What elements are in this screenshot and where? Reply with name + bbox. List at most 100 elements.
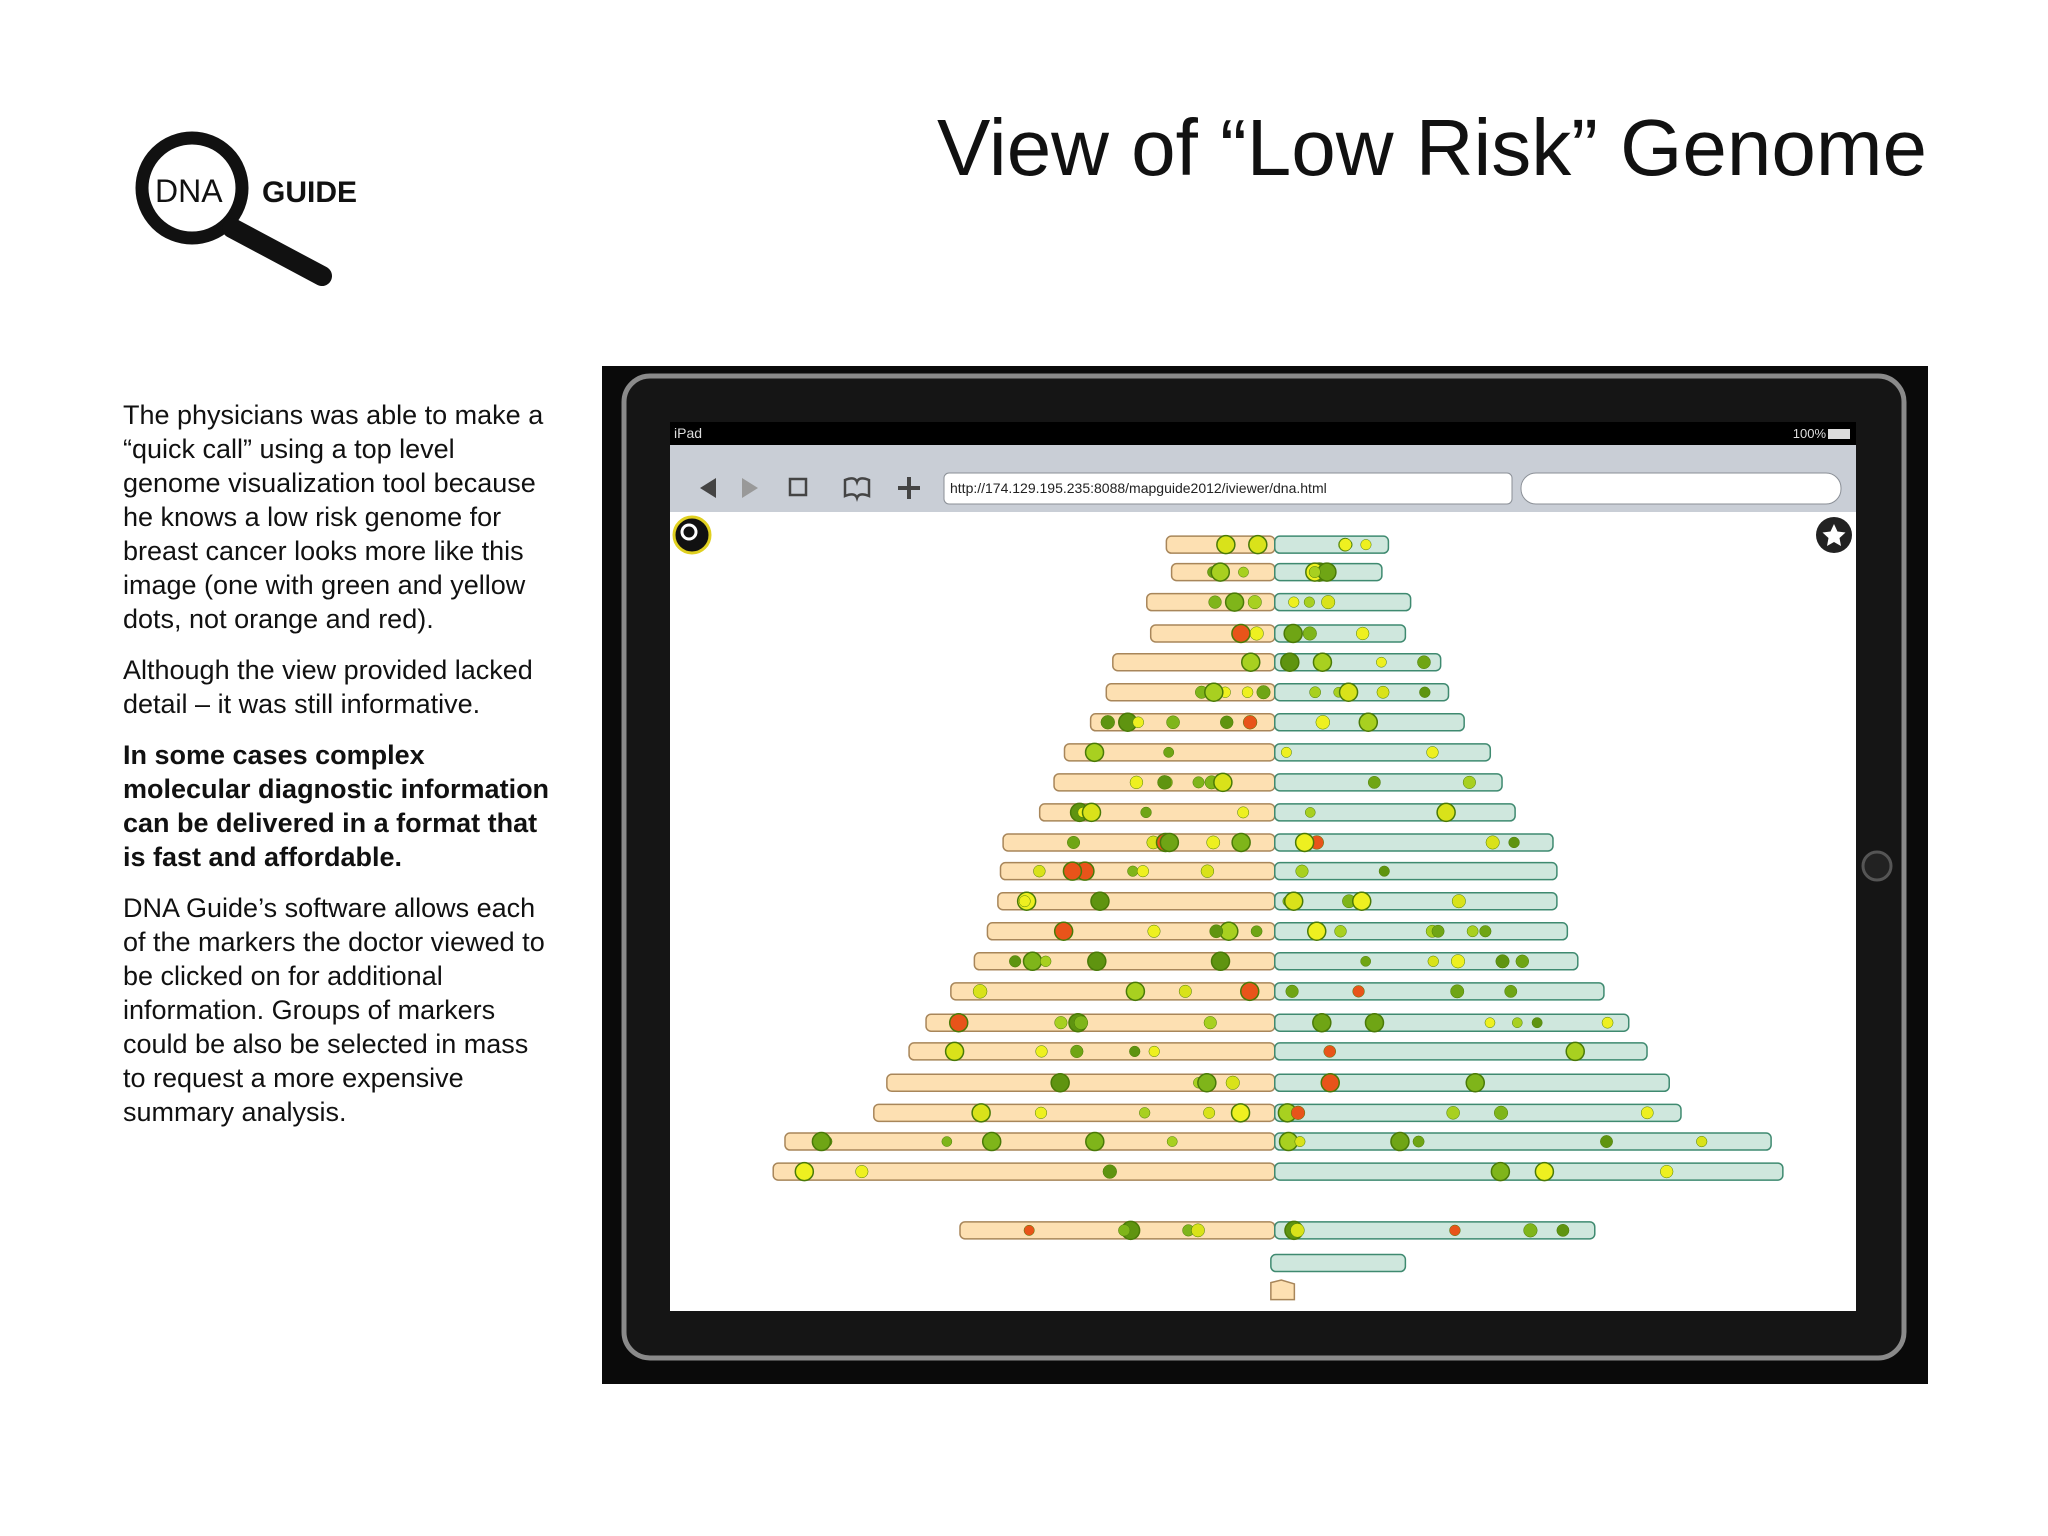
marker[interactable] bbox=[1009, 955, 1022, 968]
marker[interactable] bbox=[1450, 954, 1466, 969]
marker[interactable] bbox=[1534, 1161, 1555, 1182]
marker[interactable] bbox=[1315, 715, 1330, 730]
marker[interactable] bbox=[1231, 832, 1251, 853]
marker[interactable] bbox=[1166, 715, 1180, 730]
marker[interactable] bbox=[1320, 1073, 1340, 1093]
marker[interactable] bbox=[1451, 894, 1466, 909]
marker[interactable] bbox=[1412, 1135, 1425, 1148]
marker[interactable] bbox=[1247, 595, 1262, 610]
marker[interactable] bbox=[1100, 715, 1115, 730]
marker[interactable] bbox=[1148, 1045, 1160, 1057]
marker[interactable] bbox=[1250, 925, 1263, 938]
marker[interactable] bbox=[1565, 1041, 1585, 1062]
marker[interactable] bbox=[1294, 1136, 1306, 1147]
marker[interactable] bbox=[1034, 1106, 1048, 1119]
bookmarks-button[interactable] bbox=[843, 477, 871, 502]
marker[interactable] bbox=[941, 1136, 953, 1147]
marker[interactable] bbox=[1147, 924, 1161, 938]
marker[interactable] bbox=[1556, 1224, 1570, 1237]
marker[interactable] bbox=[1367, 775, 1381, 789]
marker[interactable] bbox=[981, 1131, 1002, 1152]
marker[interactable] bbox=[1309, 686, 1321, 699]
marker[interactable] bbox=[1062, 861, 1083, 881]
marker[interactable] bbox=[1136, 865, 1149, 878]
marker[interactable] bbox=[1417, 655, 1431, 669]
marker[interactable] bbox=[972, 984, 988, 999]
marker[interactable] bbox=[944, 1041, 965, 1062]
forward-button[interactable] bbox=[742, 478, 758, 498]
back-button[interactable] bbox=[700, 478, 716, 498]
marker[interactable] bbox=[1224, 592, 1245, 612]
marker[interactable] bbox=[1294, 832, 1315, 853]
marker[interactable] bbox=[1508, 836, 1520, 849]
marker[interactable] bbox=[1216, 534, 1236, 555]
marker[interactable] bbox=[1249, 626, 1264, 641]
marker[interactable] bbox=[1426, 746, 1439, 759]
marker[interactable] bbox=[1295, 864, 1309, 878]
marker[interactable] bbox=[1378, 865, 1390, 877]
marker[interactable] bbox=[1087, 951, 1107, 972]
marker[interactable] bbox=[1360, 955, 1372, 967]
marker[interactable] bbox=[1356, 626, 1370, 641]
marker[interactable] bbox=[1241, 686, 1254, 698]
marker[interactable] bbox=[1248, 534, 1268, 555]
marker[interactable] bbox=[1210, 951, 1231, 972]
marker[interactable] bbox=[1427, 955, 1439, 967]
marker[interactable] bbox=[1283, 891, 1304, 911]
search-field[interactable] bbox=[1520, 472, 1842, 505]
marker[interactable] bbox=[1465, 1073, 1486, 1093]
marker[interactable] bbox=[1312, 1012, 1332, 1033]
marker[interactable] bbox=[1208, 595, 1222, 609]
marker[interactable] bbox=[1288, 596, 1300, 608]
marker[interactable] bbox=[1192, 776, 1205, 789]
marker[interactable] bbox=[1125, 981, 1146, 1002]
marker[interactable] bbox=[1210, 562, 1231, 582]
marker[interactable] bbox=[1129, 1045, 1141, 1057]
marker[interactable] bbox=[1204, 682, 1224, 702]
marker[interactable] bbox=[1241, 652, 1261, 672]
marker[interactable] bbox=[1166, 1136, 1178, 1147]
marker[interactable] bbox=[1376, 685, 1390, 699]
marker[interactable] bbox=[1023, 1224, 1035, 1236]
marker[interactable] bbox=[1053, 921, 1074, 942]
marker[interactable] bbox=[1600, 1135, 1613, 1148]
marker[interactable] bbox=[1280, 746, 1292, 758]
marker[interactable] bbox=[1360, 539, 1372, 551]
marker[interactable] bbox=[1531, 1017, 1543, 1029]
marker[interactable] bbox=[1302, 626, 1317, 641]
marker[interactable] bbox=[1334, 925, 1347, 938]
marker[interactable] bbox=[1449, 1224, 1461, 1237]
marker[interactable] bbox=[1033, 864, 1046, 878]
marker[interactable] bbox=[1390, 1131, 1410, 1152]
marker[interactable] bbox=[1050, 1073, 1070, 1093]
marker[interactable] bbox=[1484, 1017, 1496, 1028]
marker[interactable] bbox=[1213, 772, 1233, 793]
marker[interactable] bbox=[1280, 652, 1300, 672]
marker[interactable] bbox=[1225, 1075, 1240, 1090]
marker[interactable] bbox=[1450, 984, 1465, 999]
add-button[interactable] bbox=[898, 477, 920, 499]
url-field[interactable] bbox=[943, 472, 1513, 505]
marker[interactable] bbox=[1323, 1045, 1337, 1058]
marker[interactable] bbox=[1191, 1223, 1205, 1238]
marker[interactable] bbox=[1090, 891, 1110, 911]
marker[interactable] bbox=[1504, 984, 1518, 998]
marker[interactable] bbox=[1242, 715, 1258, 730]
marker[interactable] bbox=[1237, 806, 1250, 819]
marker[interactable] bbox=[1512, 1017, 1523, 1028]
marker[interactable] bbox=[1203, 1106, 1216, 1119]
marker[interactable] bbox=[1230, 1103, 1251, 1123]
marker[interactable] bbox=[1040, 955, 1052, 967]
marker[interactable] bbox=[1206, 835, 1221, 850]
marker[interactable] bbox=[1351, 891, 1372, 911]
marker[interactable] bbox=[1290, 1223, 1305, 1238]
marker[interactable] bbox=[1084, 742, 1105, 763]
marker[interactable] bbox=[1431, 924, 1445, 938]
marker[interactable] bbox=[1200, 864, 1215, 878]
marker[interactable] bbox=[1220, 715, 1234, 729]
marker[interactable] bbox=[1085, 1131, 1105, 1152]
marker[interactable] bbox=[948, 1012, 969, 1033]
marker[interactable] bbox=[1074, 1015, 1089, 1030]
marker[interactable] bbox=[1446, 1106, 1460, 1120]
marker[interactable] bbox=[1157, 775, 1172, 790]
